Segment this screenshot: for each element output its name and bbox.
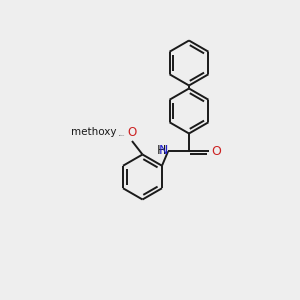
Text: methoxy: methoxy <box>71 128 116 137</box>
Text: O: O <box>128 126 136 139</box>
Text: O: O <box>211 145 221 158</box>
Text: H: H <box>157 144 166 158</box>
Text: N: N <box>159 144 168 158</box>
Text: methoxy: methoxy <box>118 135 124 136</box>
